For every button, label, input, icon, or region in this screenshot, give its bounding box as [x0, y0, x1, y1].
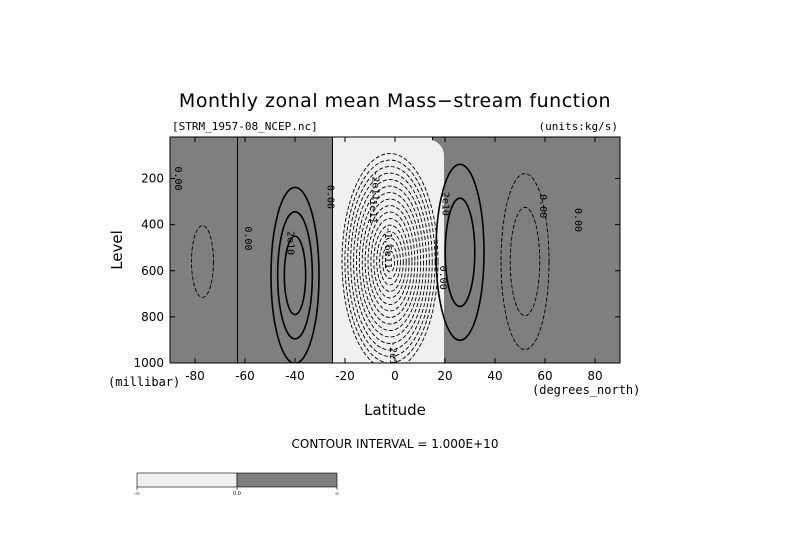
x-tick-label-6: 40: [487, 369, 502, 383]
contour-cells: [191, 139, 550, 363]
y-axis-ticks: 200 400 600 800 1000: [133, 172, 620, 370]
contour-line: [367, 211, 413, 312]
colorbar-tick-min: -∞: [134, 491, 140, 497]
colorbar-tick-zero: 0.0: [233, 491, 241, 497]
y-tick-label-4: 1000: [133, 356, 164, 370]
x-tick-label-4: 0: [391, 369, 399, 383]
contour-line: [356, 185, 424, 338]
positive-region-0: [170, 137, 238, 363]
contour-label-7: 2e10: [440, 192, 451, 216]
contour-label-4: -1.6e11: [382, 227, 393, 269]
contour-line: [350, 172, 430, 351]
x-axis-ticks: -80 -60 -40 -20 0 20 40 60 80: [185, 137, 603, 383]
x-tick-label-0: -80: [185, 369, 205, 383]
x-tick-label-7: 60: [537, 369, 552, 383]
contour-label-3: 0.00: [172, 166, 183, 190]
contour-line: [509, 206, 541, 317]
contour-label-11: 0.00: [572, 208, 583, 232]
x-units-label: (degrees_north): [532, 383, 640, 397]
colorbar-negative-swatch: [136, 472, 238, 488]
contour-label-1: 0.00: [242, 226, 253, 250]
contour-cell-0: [270, 186, 320, 363]
contour-interval-label: CONTOUR INTERVAL = 1.000E+10: [292, 437, 499, 451]
contour-cell-3: [500, 173, 550, 350]
chart-title: Monthly zonal mean Mass−stream function: [179, 90, 611, 112]
colorbar: -∞ 0.0 ∞: [134, 472, 339, 497]
contour-label-5: -1e11: [367, 193, 378, 223]
y-tick-label-0: 200: [141, 172, 164, 186]
x-tick-label-8: 80: [587, 369, 602, 383]
contour-labels: 2e10 0.00 0.00 0.00 -1.6e11 -1e11-2e11 2e10 0.0…: [172, 166, 628, 371]
x-tick-label-5: 20: [437, 369, 452, 383]
contour-plot-area: 2e10 0.00 0.00 0.00 -1.6e11 -1e11-2e11 2e10 0.0…: [170, 137, 628, 371]
source-file-label: [STRM_1957-08_NCEP.nc]: [172, 120, 318, 133]
y-units-label: (millibar): [108, 375, 180, 389]
contour-line: [276, 211, 314, 340]
contour-line: [370, 218, 410, 305]
contour-cell-4: [191, 225, 214, 298]
contour-line: [344, 159, 436, 363]
contour-line: [270, 186, 320, 363]
contour-label-8: 0.00: [437, 266, 448, 290]
contour-line: [283, 235, 307, 316]
contour-label-0: 2e10: [285, 231, 296, 255]
contour-label-6: -2e11: [370, 170, 381, 200]
contour-line: [435, 163, 485, 342]
y-tick-label-1: 400: [141, 218, 164, 232]
contour-cell-1: [336, 139, 444, 363]
contour-label-10: 0.00: [537, 194, 548, 218]
x-tick-label-2: -40: [285, 369, 305, 383]
contour-line: [444, 197, 476, 308]
contour-line: [373, 224, 407, 299]
positive-region-1: [237, 137, 333, 363]
colorbar-positive-swatch: [236, 472, 338, 488]
contour-line: [376, 231, 404, 292]
contour-line: [361, 198, 419, 325]
contour-line: [500, 173, 550, 350]
contour-line: [191, 225, 214, 298]
y-tick-label-2: 600: [141, 264, 164, 278]
contour-label-9: -2e10: [387, 341, 398, 371]
units-label: (units:kg/s): [539, 120, 618, 133]
contour-cell-2: [435, 163, 485, 342]
contour-line: [358, 192, 422, 331]
y-tick-label-3: 800: [141, 310, 164, 324]
contour-line: [379, 237, 401, 286]
x-tick-label-3: -20: [335, 369, 355, 383]
x-tick-label-1: -60: [235, 369, 255, 383]
positive-region-2: [432, 137, 620, 363]
colorbar-tick-max: ∞: [335, 491, 339, 497]
contour-line: [341, 153, 439, 363]
contour-line: [364, 205, 416, 318]
contour-line: [384, 250, 396, 273]
y-axis-label: Level: [108, 230, 126, 270]
contour-label-12: 0.00: [617, 190, 628, 214]
contour-label-2: 0.00: [325, 185, 336, 209]
contour-line: [353, 179, 427, 344]
x-axis-label: Latitude: [364, 401, 426, 419]
contour-line: [382, 244, 398, 279]
contour-line: [347, 166, 433, 357]
